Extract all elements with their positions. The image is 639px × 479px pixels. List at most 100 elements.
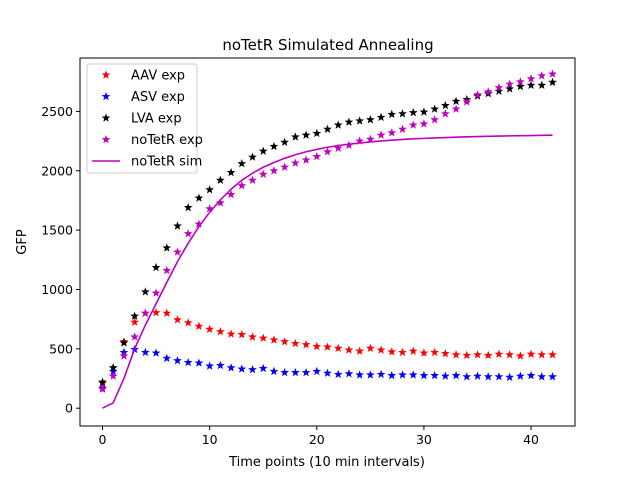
data-point: [248, 365, 257, 374]
x-tick-label: 10: [202, 432, 218, 447]
data-point: [355, 370, 365, 379]
data-point: [548, 372, 557, 381]
data-point: [323, 368, 332, 377]
data-point: [237, 364, 247, 373]
data-point: [280, 367, 290, 377]
data-point: [301, 367, 311, 377]
data-point: [526, 349, 536, 358]
data-point: [365, 134, 375, 144]
data-point: [515, 371, 525, 380]
series-layer: [98, 69, 557, 409]
data-point: [440, 109, 450, 118]
data-point: [312, 151, 322, 161]
data-point: [98, 377, 107, 386]
data-point: [483, 350, 493, 360]
data-point: [344, 369, 354, 378]
data-point: [515, 81, 525, 91]
data-point: [430, 104, 440, 113]
data-point: [183, 318, 193, 327]
data-point: [408, 346, 418, 355]
data-point: [323, 124, 332, 133]
data-point: [237, 159, 247, 168]
x-tick-label: 40: [523, 432, 539, 447]
data-point: [505, 350, 515, 359]
data-point: [312, 128, 322, 138]
data-point: [376, 345, 386, 354]
data-point: [333, 120, 343, 129]
data-point: [162, 308, 172, 317]
y-tick-label: 1500: [41, 223, 73, 238]
data-point: [108, 363, 118, 372]
data-point: [215, 198, 225, 207]
data-point: [226, 329, 236, 338]
data-point: [398, 370, 407, 379]
data-point: [462, 97, 472, 106]
data-point: [494, 83, 504, 92]
y-tick-label: 500: [49, 341, 73, 356]
data-point: [248, 152, 257, 161]
data-point: [430, 115, 440, 124]
legend-label: noTetR sim: [131, 155, 202, 170]
data-point: [140, 287, 150, 296]
data-point: [408, 120, 418, 129]
legend-label: AAV exp: [131, 69, 185, 84]
legend-label: noTetR exp: [131, 133, 203, 148]
legend-label: LVA exp: [131, 112, 182, 127]
x-tick-label: 30: [416, 432, 432, 447]
plot-area: [79, 57, 576, 427]
data-point: [248, 332, 257, 341]
data-point: [205, 204, 215, 213]
y-axis-label: GFP: [15, 229, 30, 255]
data-point: [248, 175, 257, 184]
data-point: [194, 193, 204, 202]
data-point: [151, 262, 161, 272]
legend-entry: noTetR sim: [92, 155, 202, 170]
data-point: [365, 115, 375, 124]
data-point: [226, 189, 236, 199]
data-point: [151, 348, 161, 357]
data-point: [301, 130, 311, 139]
data-point: [162, 353, 172, 363]
legend-star-swatch: [101, 113, 111, 122]
legend-entry: noTetR exp: [101, 133, 203, 148]
data-point: [387, 370, 397, 380]
x-axis-label: Time points (10 min intervals): [228, 455, 425, 470]
data-point: [280, 137, 290, 147]
data-point: [408, 108, 418, 117]
data-point: [451, 96, 461, 106]
data-point: [473, 90, 482, 99]
data-point: [280, 337, 290, 346]
data-point: [483, 87, 493, 96]
data-point: [290, 132, 300, 141]
legend-entry: ASV exp: [101, 90, 185, 105]
data-point: [280, 162, 290, 171]
data-point: [215, 360, 225, 370]
data-point: [130, 332, 140, 341]
data-point: [473, 350, 482, 359]
data-point: [355, 346, 365, 355]
legend: AAV exp ASV exp LVA exp noTetR exp noTetR si…: [86, 63, 203, 174]
data-point: [344, 117, 354, 126]
data-point: [194, 321, 204, 331]
data-point: [398, 347, 407, 357]
y-tick-label: 0: [65, 401, 73, 416]
x-tick-label: 0: [99, 432, 107, 447]
data-point: [301, 155, 311, 164]
data-point: [376, 130, 386, 139]
data-point: [290, 338, 300, 348]
data-point: [215, 175, 225, 184]
data-point: [483, 372, 493, 381]
data-point: [419, 119, 429, 128]
data-point: [130, 317, 140, 326]
data-point: [440, 100, 450, 110]
legend-star-swatch: [101, 70, 111, 79]
data-point: [440, 348, 450, 358]
data-point: [537, 71, 547, 80]
y-tick-label: 2000: [41, 163, 73, 178]
data-point: [140, 308, 150, 317]
data-point: [398, 124, 407, 133]
data-point: [237, 329, 247, 339]
data-point: [323, 342, 332, 351]
legend-label: ASV exp: [131, 90, 185, 105]
